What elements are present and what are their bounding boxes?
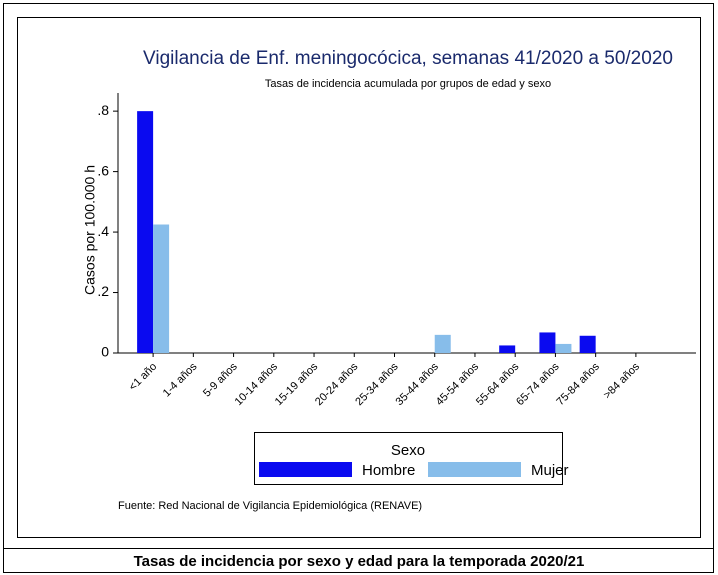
legend-swatch — [428, 462, 521, 477]
legend-label: Mujer — [531, 462, 569, 479]
bar — [153, 224, 170, 353]
caption: Tasas de incidencia por sexo y edad para… — [134, 553, 585, 570]
bar — [137, 111, 154, 354]
y-axis-label: Casos por 100.000 h — [82, 165, 98, 295]
source-note: Fuente: Red Nacional de Vigilancia Epide… — [118, 500, 422, 512]
chart-subtitle: Tasas de incidencia acumulada por grupos… — [265, 78, 551, 90]
legend-title: Sexo — [391, 442, 425, 459]
bar — [434, 334, 451, 353]
legend-label: Hombre — [362, 462, 415, 479]
bar — [499, 345, 516, 353]
caption-frame — [3, 548, 714, 573]
bar — [539, 332, 556, 353]
chart-title: Vigilancia de Enf. meningocócica, semana… — [143, 48, 673, 69]
y-tick-label: .6 — [97, 162, 109, 178]
bar — [579, 335, 596, 353]
y-tick-label: 0 — [101, 344, 109, 360]
bar — [555, 343, 572, 353]
y-tick-label: .4 — [97, 223, 109, 239]
y-tick-label: .2 — [97, 283, 109, 299]
legend-swatch — [259, 462, 352, 477]
y-tick-label: .8 — [97, 102, 109, 118]
